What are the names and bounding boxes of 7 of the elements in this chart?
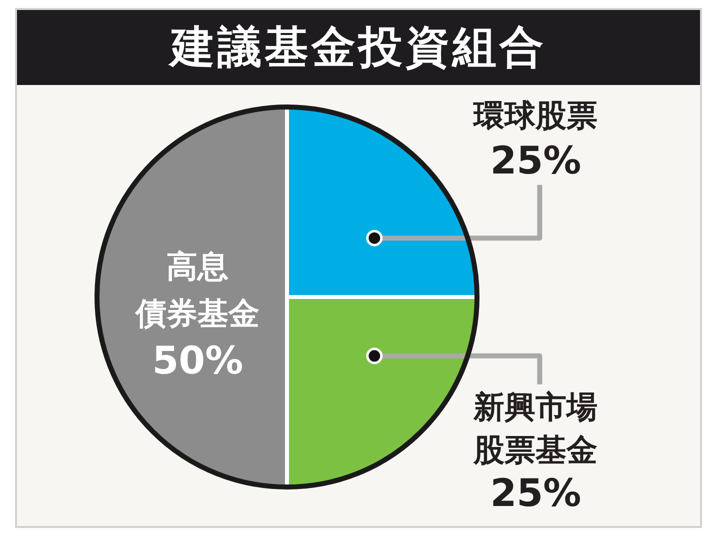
slice-label: 高息債券基金 [134,249,260,332]
slice-label: 新興市場股票基金 [472,390,598,469]
data-label: 25% [490,471,582,516]
chart-title: 建議基金投資組合 [17,10,700,85]
slice-label: 環球股票 [472,98,598,134]
data-label: 25% [490,138,582,183]
data-label: 50% [152,338,244,383]
